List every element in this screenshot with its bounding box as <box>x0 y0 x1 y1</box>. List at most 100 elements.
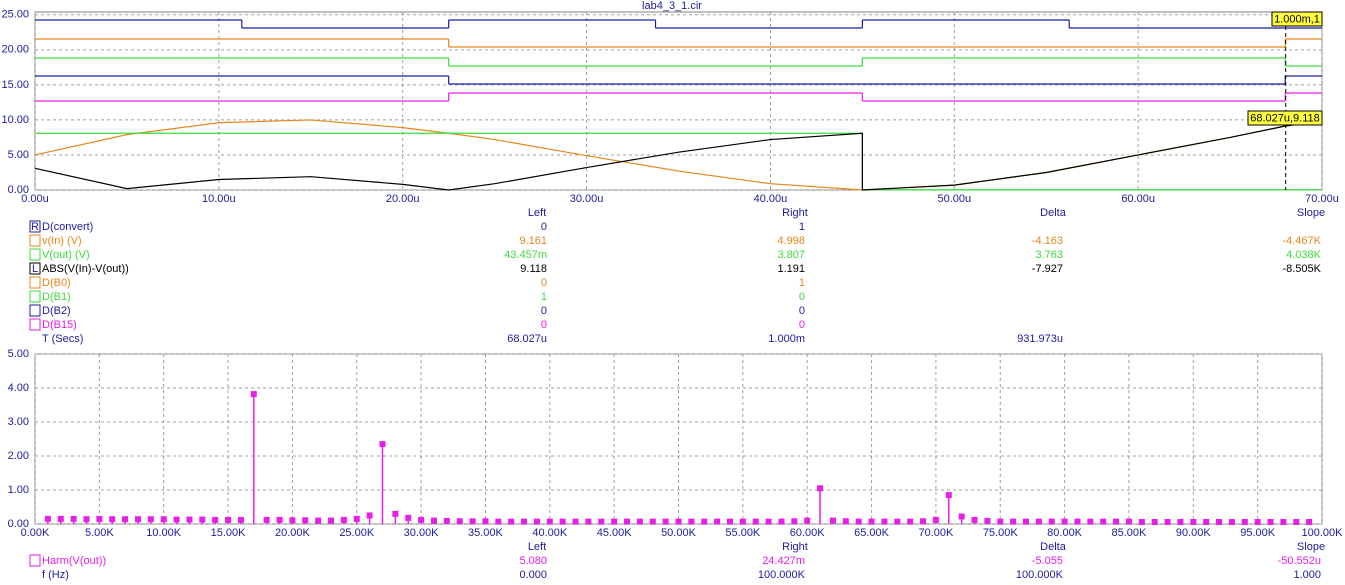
trace-swatch <box>29 248 41 261</box>
trace-swatch <box>29 276 41 289</box>
stem-head <box>971 516 978 523</box>
stem-head <box>662 518 669 525</box>
stem-head <box>1306 518 1313 525</box>
stem-head <box>984 517 991 524</box>
stem-head <box>714 518 721 525</box>
x-tick-label: 50.00u <box>937 193 971 205</box>
column-header: Left <box>528 207 546 219</box>
y-tick-label: 25.00 <box>1 9 29 21</box>
cell-value: 5.080 <box>519 555 547 567</box>
stem-head <box>237 516 244 523</box>
stem-head <box>624 518 631 525</box>
y-tick-label: 0.00 <box>8 518 29 530</box>
column-header: Slope <box>1297 207 1325 219</box>
cell-value: -4.163 <box>1032 235 1063 247</box>
cell-value: 1 <box>799 277 805 289</box>
cell-value: 1 <box>799 221 805 233</box>
y-tick-label: 0.00 <box>8 184 29 196</box>
file-title: lab4_3_1.cir <box>642 0 702 12</box>
stem-head <box>1061 518 1068 525</box>
cell-value: -7.927 <box>1032 263 1063 275</box>
stem-head <box>868 518 875 525</box>
cell-value: 24.427m <box>762 555 805 567</box>
stem-head <box>1267 518 1274 525</box>
row-label: D(B2) <box>42 305 71 317</box>
stem-head <box>521 518 528 525</box>
cell-value: 0 <box>541 221 547 233</box>
stem-head <box>186 516 193 523</box>
x-tick-label: 10.00K <box>146 527 182 539</box>
y-tick-label: 1.00 <box>8 484 29 496</box>
trace-swatch <box>29 234 41 247</box>
x-tick-label: 55.00K <box>725 527 761 539</box>
stem-head <box>675 518 682 525</box>
cell-value: 3.763 <box>1035 249 1063 261</box>
row-label: f (Hz) <box>42 569 69 581</box>
x-tick-label: 85.00K <box>1112 527 1148 539</box>
x-tick-label: 80.00K <box>1047 527 1083 539</box>
stem-head <box>1190 518 1197 525</box>
cursor-marker: R <box>31 221 39 233</box>
x-tick-label: 70.00u <box>1305 193 1339 205</box>
cell-value: 0 <box>799 291 805 303</box>
stem-head <box>778 518 785 525</box>
cursor-marker: L <box>32 263 38 275</box>
cell-value: 1.000m <box>768 333 805 345</box>
trace-swatch <box>29 554 41 567</box>
stem-head <box>1035 518 1042 525</box>
cell-value: 1.000 <box>1293 569 1321 581</box>
stem-head <box>1241 518 1248 525</box>
stem-head <box>1087 518 1094 525</box>
stem-head <box>958 513 965 520</box>
stem-head <box>855 518 862 525</box>
cursor-label-box <box>1271 11 1323 27</box>
stem-head <box>250 391 257 398</box>
cell-value: 931.973u <box>1017 333 1063 345</box>
row-label: ABS(V(In)-V(out)) <box>42 263 129 275</box>
stem-head <box>649 518 656 525</box>
stem-head <box>263 516 270 523</box>
stem-head <box>199 516 206 523</box>
stem-head <box>739 518 746 525</box>
column-header: Right <box>782 207 808 219</box>
cell-value: 1 <box>541 291 547 303</box>
stem-head <box>1293 518 1300 525</box>
x-tick-label: 75.00K <box>983 527 1019 539</box>
stem-head <box>636 518 643 525</box>
stem-head <box>469 518 476 525</box>
x-tick-label: 10.00u <box>202 193 236 205</box>
cell-value: -8.505K <box>1282 263 1321 275</box>
stem-head <box>1164 518 1171 525</box>
stem-head <box>1022 518 1029 525</box>
stem-head <box>842 518 849 525</box>
cell-value: 0.000 <box>519 569 547 581</box>
stem-head <box>418 516 425 523</box>
stem-head <box>598 518 605 525</box>
cell-value: 0 <box>799 319 805 331</box>
column-header: Left <box>528 541 546 553</box>
stem-head <box>122 516 129 523</box>
x-tick-label: 25.00K <box>339 527 375 539</box>
stem-head <box>212 516 219 523</box>
stem-head <box>392 510 399 517</box>
stem-head <box>1151 518 1158 525</box>
stem-head <box>443 517 450 524</box>
row-label: D(B0) <box>42 277 71 289</box>
x-tick-label: 30.00K <box>404 527 440 539</box>
cell-value: -4.467K <box>1282 235 1321 247</box>
stem-head <box>328 517 335 524</box>
row-label: V(out) (V) <box>42 249 90 261</box>
x-tick-label: 60.00u <box>1121 193 1155 205</box>
y-tick-label: 5.00 <box>8 149 29 161</box>
x-tick-label: 50.00K <box>661 527 697 539</box>
x-tick-label: 30.00u <box>570 193 604 205</box>
column-header: Delta <box>1040 541 1067 553</box>
cell-value: -50.552u <box>1278 555 1321 567</box>
trace-swatch <box>29 290 41 303</box>
stem-head <box>1203 518 1210 525</box>
cell-value: 100.000K <box>1016 569 1064 581</box>
stem-head <box>688 518 695 525</box>
cell-value: -5.055 <box>1032 555 1063 567</box>
stem-head <box>508 518 515 525</box>
y-tick-label: 2.00 <box>8 450 29 462</box>
